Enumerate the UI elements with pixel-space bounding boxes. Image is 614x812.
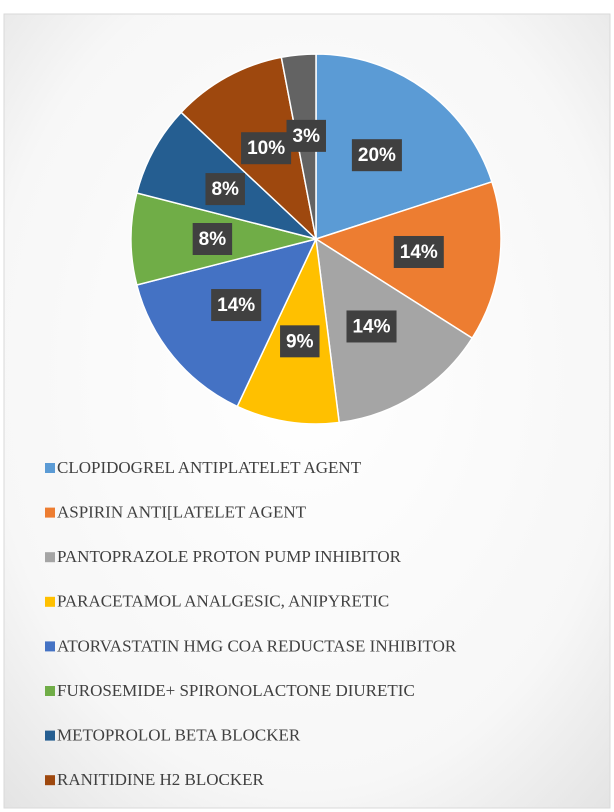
data-label: 14% — [400, 242, 438, 263]
legend-swatch — [45, 641, 55, 652]
data-label-box — [192, 223, 233, 255]
data-label: 9% — [286, 331, 314, 352]
data-label: 14% — [217, 295, 255, 316]
legend-swatch — [45, 775, 55, 786]
pie-slice — [135, 237, 318, 408]
data-label-box — [241, 132, 292, 165]
legend-label: PARACETAMOL ANALGESIC, ANIPYRETIC — [57, 592, 389, 611]
data-label-box — [280, 325, 320, 358]
legend-swatch — [45, 463, 55, 473]
legend-label: ASPIRIN ANTI[LATELET AGENT — [57, 503, 307, 522]
data-label-box — [393, 235, 444, 268]
data-label: 10% — [247, 138, 285, 159]
data-label-box — [351, 139, 402, 172]
legend-label: CLOPIDOGREL ANTIPLATELET AGENT — [57, 458, 362, 477]
legend-label: ATORVASTATIN HMG COA REDUCTASE INHIBITOR — [57, 636, 457, 655]
legend-label: PANTOPRAZOLE PROTON PUMP INHIBITOR — [57, 547, 402, 566]
data-label: 8% — [199, 229, 227, 250]
legend-label: RANITIDINE H2 BLOCKER — [57, 770, 264, 789]
legend-swatch — [45, 730, 55, 741]
data-label: 20% — [358, 145, 396, 166]
legend-swatch — [45, 596, 55, 607]
data-label-box — [211, 289, 262, 322]
data-label-box — [346, 310, 397, 343]
data-label: 8% — [211, 179, 239, 200]
legend-swatch — [45, 552, 55, 563]
legend-label: FUROSEMIDE+ SPIRONOLACTONE DIURETIC — [57, 681, 415, 700]
pie-slice — [315, 53, 493, 241]
data-label-box — [205, 173, 245, 206]
legend-label: METOPROLOL BETA BLOCKER — [57, 726, 301, 745]
data-label: 14% — [352, 316, 390, 337]
legend-swatch — [45, 507, 55, 518]
data-label: 3% — [293, 126, 321, 147]
data-label-box — [286, 119, 326, 152]
legend-swatch — [45, 686, 55, 696]
